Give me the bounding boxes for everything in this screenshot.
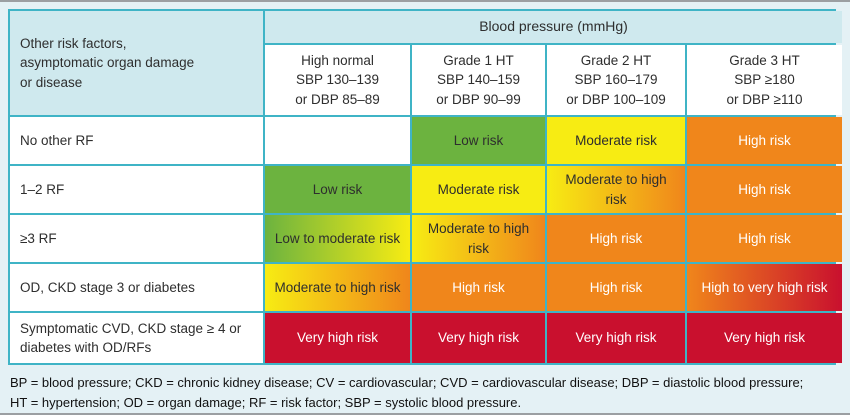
column-header-line: Grade 2 HT — [580, 53, 652, 69]
column-header-line: Grade 3 HT — [729, 53, 800, 69]
column-header-line: SBP 140–159 — [436, 72, 521, 88]
risk-cell: Very high risk — [687, 313, 842, 363]
corner-header-line: asymptomatic organ damage — [20, 55, 195, 71]
risk-cell — [265, 117, 410, 164]
corner-header-line: or disease — [20, 74, 83, 90]
risk-table: Other risk factors, asymptomatic organ d… — [8, 9, 842, 365]
column-header-line: Grade 1 HT — [443, 53, 514, 69]
column-header-line: SBP ≥180 — [734, 72, 795, 88]
column-header-grade2: Grade 2 HT SBP 160–179 or DBP 100–109 — [547, 45, 685, 115]
footnote-line: BP = blood pressure; CKD = chronic kidne… — [10, 375, 804, 390]
risk-cell: Moderate risk — [547, 117, 685, 164]
column-header-grade3: Grade 3 HT SBP ≥180 or DBP ≥110 — [687, 45, 842, 115]
column-header-line: or DBP ≥110 — [726, 91, 803, 107]
risk-cell: High risk — [687, 215, 842, 262]
risk-cell: Low risk — [265, 166, 410, 213]
risk-cell: Moderate to high risk — [412, 215, 545, 262]
footnote-line: HT = hypertension; OD = organ damage; RF… — [10, 394, 522, 410]
risk-cell: High risk — [687, 166, 842, 213]
column-header-line: SBP 130–139 — [295, 72, 380, 88]
column-header-line: SBP 160–179 — [574, 72, 658, 88]
risk-cell: Low to moderate risk — [265, 215, 410, 262]
corner-header-line: Other risk factors, — [20, 36, 127, 52]
column-header-line: or DBP 85–89 — [295, 91, 380, 107]
row-label: Symptomatic CVD, CKD stage ≥ 4 or diabet… — [10, 313, 263, 363]
bp-band-header: Blood pressure (mmHg) — [265, 11, 842, 43]
row-label: 1–2 RF — [10, 166, 263, 213]
risk-cell: High risk — [547, 264, 685, 311]
column-header-line: or DBP 90–99 — [436, 91, 521, 107]
row-label: OD, CKD stage 3 or diabetes — [10, 264, 263, 311]
column-header-grade1: Grade 1 HT SBP 140–159 or DBP 90–99 — [412, 45, 545, 115]
row-label: No other RF — [10, 117, 263, 164]
column-header-high-normal: High normal SBP 130–139 or DBP 85–89 — [265, 45, 410, 115]
risk-cell: High to very high risk — [687, 264, 842, 311]
column-header-line: High normal — [301, 53, 374, 69]
risk-cell: Moderate to high risk — [265, 264, 410, 311]
risk-cell: Moderate to high risk — [547, 166, 685, 213]
corner-header: Other risk factors, asymptomatic organ d… — [10, 11, 263, 115]
risk-cell: Very high risk — [412, 313, 545, 363]
risk-cell: Very high risk — [547, 313, 685, 363]
column-header-line: or DBP 100–109 — [566, 91, 666, 107]
abbreviations-footnote: BP = blood pressure; CKD = chronic kidne… — [8, 373, 842, 412]
risk-cell: High risk — [412, 264, 545, 311]
risk-cell: High risk — [547, 215, 685, 262]
risk-cell: Moderate risk — [412, 166, 545, 213]
row-label: ≥3 RF — [10, 215, 263, 262]
risk-cell: High risk — [687, 117, 842, 164]
risk-cell: Low risk — [412, 117, 545, 164]
risk-cell: Very high risk — [265, 313, 410, 363]
